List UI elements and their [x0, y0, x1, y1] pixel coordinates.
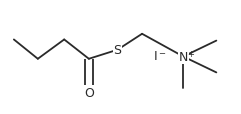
Text: I: I: [154, 50, 158, 63]
Text: −: −: [158, 49, 165, 58]
Text: S: S: [114, 44, 122, 57]
Text: N: N: [179, 51, 188, 63]
Text: O: O: [84, 87, 94, 100]
Text: +: +: [187, 49, 194, 58]
